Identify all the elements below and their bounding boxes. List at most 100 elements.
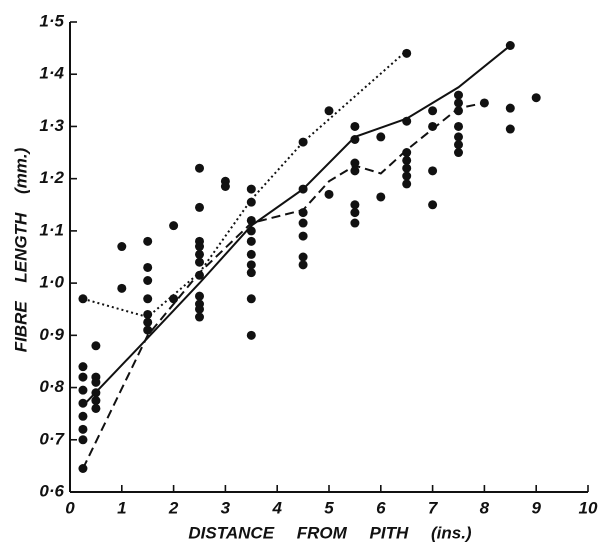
point — [298, 260, 308, 270]
y-tick-label: 1·1 — [39, 220, 64, 239]
y-tick-label: 1·5 — [39, 11, 64, 30]
y-tick-label: 0·8 — [39, 377, 64, 396]
point — [402, 155, 412, 165]
point — [91, 396, 101, 406]
point — [169, 221, 179, 231]
line-dotted — [82, 49, 408, 319]
x-tick-label: 4 — [271, 498, 282, 517]
point — [324, 106, 334, 116]
point — [531, 93, 541, 103]
point — [78, 464, 88, 473]
point — [195, 163, 204, 173]
point — [169, 294, 179, 304]
point — [195, 257, 204, 267]
point — [402, 179, 412, 189]
point — [78, 372, 88, 382]
point — [91, 341, 101, 351]
point — [78, 362, 88, 372]
point — [298, 184, 308, 194]
line-solid — [82, 44, 511, 407]
point — [402, 116, 412, 126]
x-tick-label: 3 — [221, 498, 231, 517]
point — [298, 218, 308, 228]
point — [298, 252, 308, 262]
point — [195, 242, 204, 252]
point — [195, 312, 204, 322]
point — [195, 249, 204, 259]
point — [143, 276, 153, 285]
point — [78, 424, 88, 434]
point — [350, 166, 360, 176]
point — [246, 260, 256, 270]
point — [246, 236, 256, 246]
point — [402, 171, 412, 181]
y-tick-label: 0·9 — [39, 325, 64, 344]
point — [143, 236, 153, 246]
point — [505, 41, 515, 50]
y-axis-label: FIBRE LENGTH (mm.) — [11, 147, 30, 352]
y-tick-label: 1·2 — [39, 168, 64, 187]
point — [376, 132, 386, 142]
point — [350, 121, 360, 131]
point — [91, 388, 101, 398]
point — [298, 231, 308, 241]
point — [246, 226, 256, 236]
point — [402, 163, 412, 173]
x-tick-label: 8 — [480, 498, 490, 517]
point — [195, 202, 204, 212]
point — [91, 377, 101, 387]
point — [78, 435, 88, 445]
x-axis-label: DISTANCE FROM PITH (ins.) — [188, 523, 472, 542]
point — [350, 158, 360, 168]
point — [246, 249, 256, 259]
point — [195, 304, 204, 314]
x-tick-label: 0 — [65, 498, 75, 517]
point — [454, 98, 463, 108]
y-tick-label: 1·4 — [39, 64, 64, 83]
y-tick-label: 0·7 — [39, 429, 65, 448]
point — [454, 121, 463, 131]
point — [454, 106, 463, 116]
point — [246, 294, 256, 304]
point — [246, 184, 256, 194]
x-tick-label: 9 — [531, 498, 541, 517]
point — [376, 192, 386, 202]
x-tick-label: 10 — [579, 498, 598, 517]
point — [78, 294, 88, 304]
point — [143, 317, 153, 327]
point — [246, 330, 256, 340]
point — [143, 294, 153, 304]
x-tick-label: 2 — [168, 498, 179, 517]
point — [479, 98, 489, 108]
point — [428, 200, 438, 210]
y-tick-label: 1·0 — [39, 273, 64, 292]
point — [428, 166, 438, 176]
point — [298, 208, 308, 218]
point — [117, 242, 127, 252]
point — [505, 124, 515, 134]
x-tick-label: 5 — [324, 498, 334, 517]
point — [91, 403, 101, 413]
x-tick-label: 7 — [428, 498, 439, 517]
line-dashed — [82, 101, 485, 469]
point — [195, 291, 204, 301]
point — [324, 189, 334, 199]
point — [246, 197, 256, 207]
y-tick-label: 1·3 — [39, 116, 64, 135]
x-tick-label: 1 — [117, 498, 126, 517]
point — [143, 309, 153, 319]
point — [402, 148, 412, 158]
point — [350, 208, 360, 218]
point — [402, 48, 412, 58]
point — [78, 398, 88, 408]
point — [454, 140, 463, 150]
point — [428, 121, 438, 131]
point — [220, 182, 230, 191]
point — [78, 385, 88, 395]
point — [246, 215, 256, 225]
point — [428, 106, 438, 116]
point — [246, 268, 256, 278]
point — [350, 218, 360, 228]
point — [350, 200, 360, 210]
